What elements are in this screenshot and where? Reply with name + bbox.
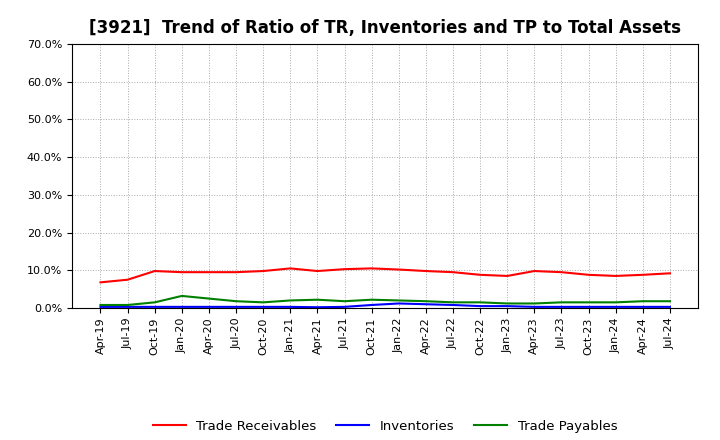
Trade Receivables: [204, 270, 213, 275]
Trade Receivables: [476, 272, 485, 278]
Trade Payables: [503, 301, 511, 306]
Trade Receivables: [557, 270, 566, 275]
Inventories: [665, 304, 674, 309]
Trade Payables: [341, 299, 349, 304]
Inventories: [286, 304, 294, 309]
Trade Receivables: [341, 267, 349, 272]
Trade Receivables: [665, 271, 674, 276]
Trade Receivables: [150, 268, 159, 274]
Inventories: [557, 304, 566, 309]
Inventories: [584, 304, 593, 309]
Inventories: [503, 304, 511, 309]
Trade Payables: [123, 302, 132, 308]
Trade Receivables: [503, 273, 511, 279]
Trade Payables: [395, 298, 403, 303]
Inventories: [639, 304, 647, 309]
Inventories: [178, 304, 186, 309]
Trade Payables: [204, 296, 213, 301]
Trade Payables: [178, 293, 186, 299]
Trade Receivables: [639, 272, 647, 278]
Trade Payables: [476, 300, 485, 305]
Trade Receivables: [584, 272, 593, 278]
Inventories: [313, 304, 322, 310]
Trade Payables: [259, 300, 268, 305]
Trade Payables: [611, 300, 620, 305]
Inventories: [341, 304, 349, 309]
Trade Payables: [421, 299, 430, 304]
Inventories: [232, 304, 240, 309]
Trade Receivables: [96, 280, 105, 285]
Trade Payables: [286, 298, 294, 303]
Inventories: [611, 304, 620, 309]
Trade Receivables: [178, 270, 186, 275]
Trade Payables: [665, 299, 674, 304]
Line: Trade Payables: Trade Payables: [101, 296, 670, 305]
Trade Payables: [96, 302, 105, 308]
Trade Payables: [313, 297, 322, 302]
Inventories: [150, 304, 159, 309]
Trade Receivables: [259, 268, 268, 274]
Inventories: [259, 304, 268, 309]
Trade Receivables: [530, 268, 539, 274]
Trade Payables: [639, 299, 647, 304]
Title: [3921]  Trend of Ratio of TR, Inventories and TP to Total Assets: [3921] Trend of Ratio of TR, Inventories…: [89, 19, 681, 37]
Trade Receivables: [313, 268, 322, 274]
Trade Receivables: [232, 270, 240, 275]
Trade Receivables: [395, 267, 403, 272]
Inventories: [530, 304, 539, 309]
Trade Receivables: [611, 273, 620, 279]
Legend: Trade Receivables, Inventories, Trade Payables: Trade Receivables, Inventories, Trade Pa…: [148, 415, 623, 439]
Trade Payables: [449, 300, 457, 305]
Trade Payables: [530, 301, 539, 306]
Inventories: [367, 302, 376, 308]
Trade Receivables: [421, 268, 430, 274]
Inventories: [421, 301, 430, 307]
Inventories: [123, 304, 132, 309]
Trade Payables: [557, 300, 566, 305]
Inventories: [204, 304, 213, 309]
Inventories: [96, 304, 105, 309]
Trade Receivables: [367, 266, 376, 271]
Line: Inventories: Inventories: [101, 304, 670, 307]
Trade Payables: [150, 300, 159, 305]
Inventories: [476, 304, 485, 309]
Trade Receivables: [123, 277, 132, 282]
Trade Receivables: [449, 270, 457, 275]
Inventories: [449, 302, 457, 308]
Trade Receivables: [286, 266, 294, 271]
Trade Payables: [232, 299, 240, 304]
Line: Trade Receivables: Trade Receivables: [101, 268, 670, 282]
Inventories: [395, 301, 403, 306]
Trade Payables: [584, 300, 593, 305]
Trade Payables: [367, 297, 376, 302]
